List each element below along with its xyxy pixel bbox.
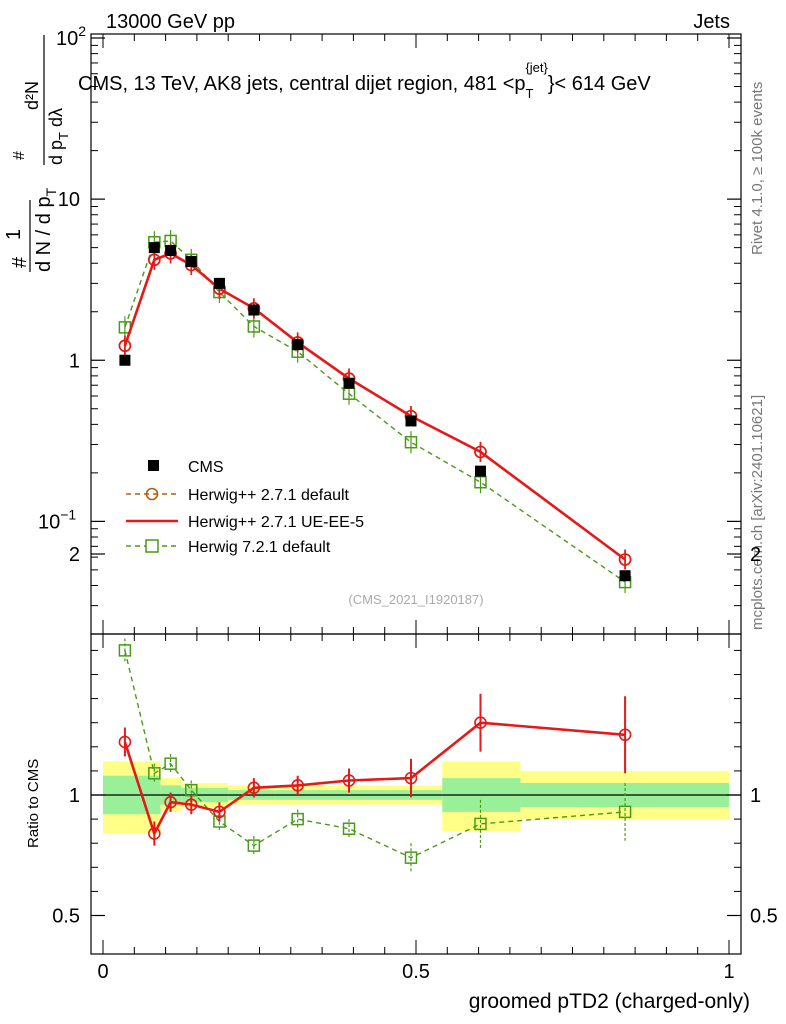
ratio-herwig7-point (118, 644, 132, 657)
header-left-label: 13000 GeV pp (106, 11, 235, 33)
rivet-version-label: Rivet 4.1.0, ≥ 100k events (749, 82, 766, 255)
legend-label: Herwig++ 2.7.1 UE-EE-5 (188, 514, 364, 531)
svg-text:d pT dλ: d pT dλ (46, 108, 71, 165)
cms-data-point (148, 242, 160, 254)
ratio-ueee5-point (213, 805, 226, 819)
svg-text:#: # (9, 256, 31, 268)
main-axis-ticks: 102 10 1 10−1 (38, 23, 741, 635)
herwigpp-ueee5-point (148, 253, 161, 267)
ratio-ueee5-point (618, 728, 632, 742)
ratio-ueee5-point (184, 798, 198, 811)
ratio-herwig7-point (404, 851, 418, 864)
cms-data-point (619, 570, 631, 582)
x-tick-label: 1 (723, 961, 734, 983)
ratio-y-tick-label-right: 2 (750, 544, 761, 566)
ratio-y-tick-label: 2 (69, 544, 80, 566)
ratio-ueee5-point (164, 795, 177, 809)
cms-data-point (343, 377, 355, 389)
ratio-ueee5-point (474, 716, 487, 730)
cms-data-point (248, 304, 260, 316)
herwigpp-ueee5-point (618, 553, 632, 566)
ratio-uncertainty-bands (103, 761, 729, 834)
source-label: mcplots.cern.ch [arXiv:2401.10621] (749, 395, 766, 630)
cms-data-point (165, 244, 177, 256)
main-panel: 102 10 1 10−1 CMS, 13 TeV, AK8 jets, centra… (3, 23, 742, 635)
cms-data-point (185, 256, 197, 268)
ratio-series-layer (118, 638, 632, 873)
x-tick-label: 0 (97, 961, 108, 983)
ratio-y-tick-label-right: 1 (750, 785, 761, 807)
ratio-ueee5-point (342, 774, 356, 787)
legend-marker (145, 487, 159, 501)
legend-label: CMS (188, 459, 224, 476)
main-title-tail: }< 614 GeV (548, 73, 652, 95)
legend: CMS Herwig++ 2.7.1 default Herwig++ 2.7.1 … (126, 459, 364, 556)
main-series-layer (118, 229, 632, 594)
cms-data-point (213, 277, 225, 289)
x-axis-label: groomed pTD2 (charged-only) (469, 990, 750, 1013)
svg-text:1: 1 (3, 229, 25, 240)
main-y-tick-label: 1 (69, 350, 80, 372)
herwig7-point (247, 320, 261, 333)
legend-label: Herwig 7.2.1 default (188, 539, 331, 556)
ratio-herwig7-point (247, 839, 261, 852)
ratio-herwig7-point (148, 767, 161, 780)
ratio-series-line (124, 650, 626, 859)
main-title-text: CMS, 13 TeV, AK8 jets, central dijet reg… (78, 73, 526, 95)
ratio-ueee5-point (291, 779, 304, 792)
main-y-tick-label: 10−1 (38, 506, 76, 533)
main-y-tick-label: 102 (56, 23, 86, 50)
ratio-herwig7-point (342, 822, 356, 835)
legend-label: Herwig++ 2.7.1 default (188, 487, 350, 504)
ratio-herwig7-point (291, 812, 304, 826)
ratio-y-tick-label: 0.5 (52, 906, 80, 928)
cms-data-point (405, 415, 417, 427)
herwig7-point (474, 475, 487, 489)
watermark: (CMS_2021_I1920187) (348, 592, 483, 607)
legend-marker (145, 539, 159, 553)
ratio-ueee5-point (404, 771, 418, 785)
cms-data-point (474, 465, 486, 477)
main-title-sub: T (526, 86, 534, 101)
main-y-tick-label: 10 (58, 189, 80, 211)
cms-data-point (292, 339, 304, 351)
main-title: CMS, 13 TeV, AK8 jets, central dijet reg… (78, 60, 651, 101)
cms-data-point (119, 354, 131, 366)
header-right-label: Jets (693, 11, 730, 33)
ratio-ueee5-point (118, 735, 132, 749)
legend-marker (148, 460, 159, 471)
svg-text:d²N: d²N (22, 81, 42, 110)
ratio-panel: 0.5 0.5 1 1 2 2 0 0.5 1 Ratio to CMS groomed pTD… (25, 544, 778, 1013)
main-y-axis-label: # 1 d N / d pT # d²N d pT dλ (3, 35, 71, 272)
x-tick-label: 0.5 (402, 961, 430, 983)
ratio-axis-ticks: 0.5 0.5 1 1 2 2 0 0.5 1 (52, 544, 778, 983)
svg-text:#: # (11, 151, 28, 160)
ratio-y-axis-label: Ratio to CMS (25, 759, 42, 848)
ratio-ueee5-point (247, 781, 261, 795)
ratio-y-tick-label: 1 (69, 785, 80, 807)
ratio-y-tick-label-right: 0.5 (750, 906, 778, 928)
ratio-herwig7-point (474, 817, 487, 831)
svg-text:d N / d pT: d N / d pT (33, 187, 59, 272)
ratio-herwig7-point (164, 757, 177, 770)
herwig7-point (404, 435, 418, 449)
herwigpp-ueee5-point (474, 445, 487, 459)
ratio-herwig7-point (618, 805, 632, 819)
ratio-ueee5-point (148, 827, 161, 840)
herwigpp-ueee5-point (118, 339, 132, 353)
main-title-sup: {jet} (525, 60, 548, 75)
